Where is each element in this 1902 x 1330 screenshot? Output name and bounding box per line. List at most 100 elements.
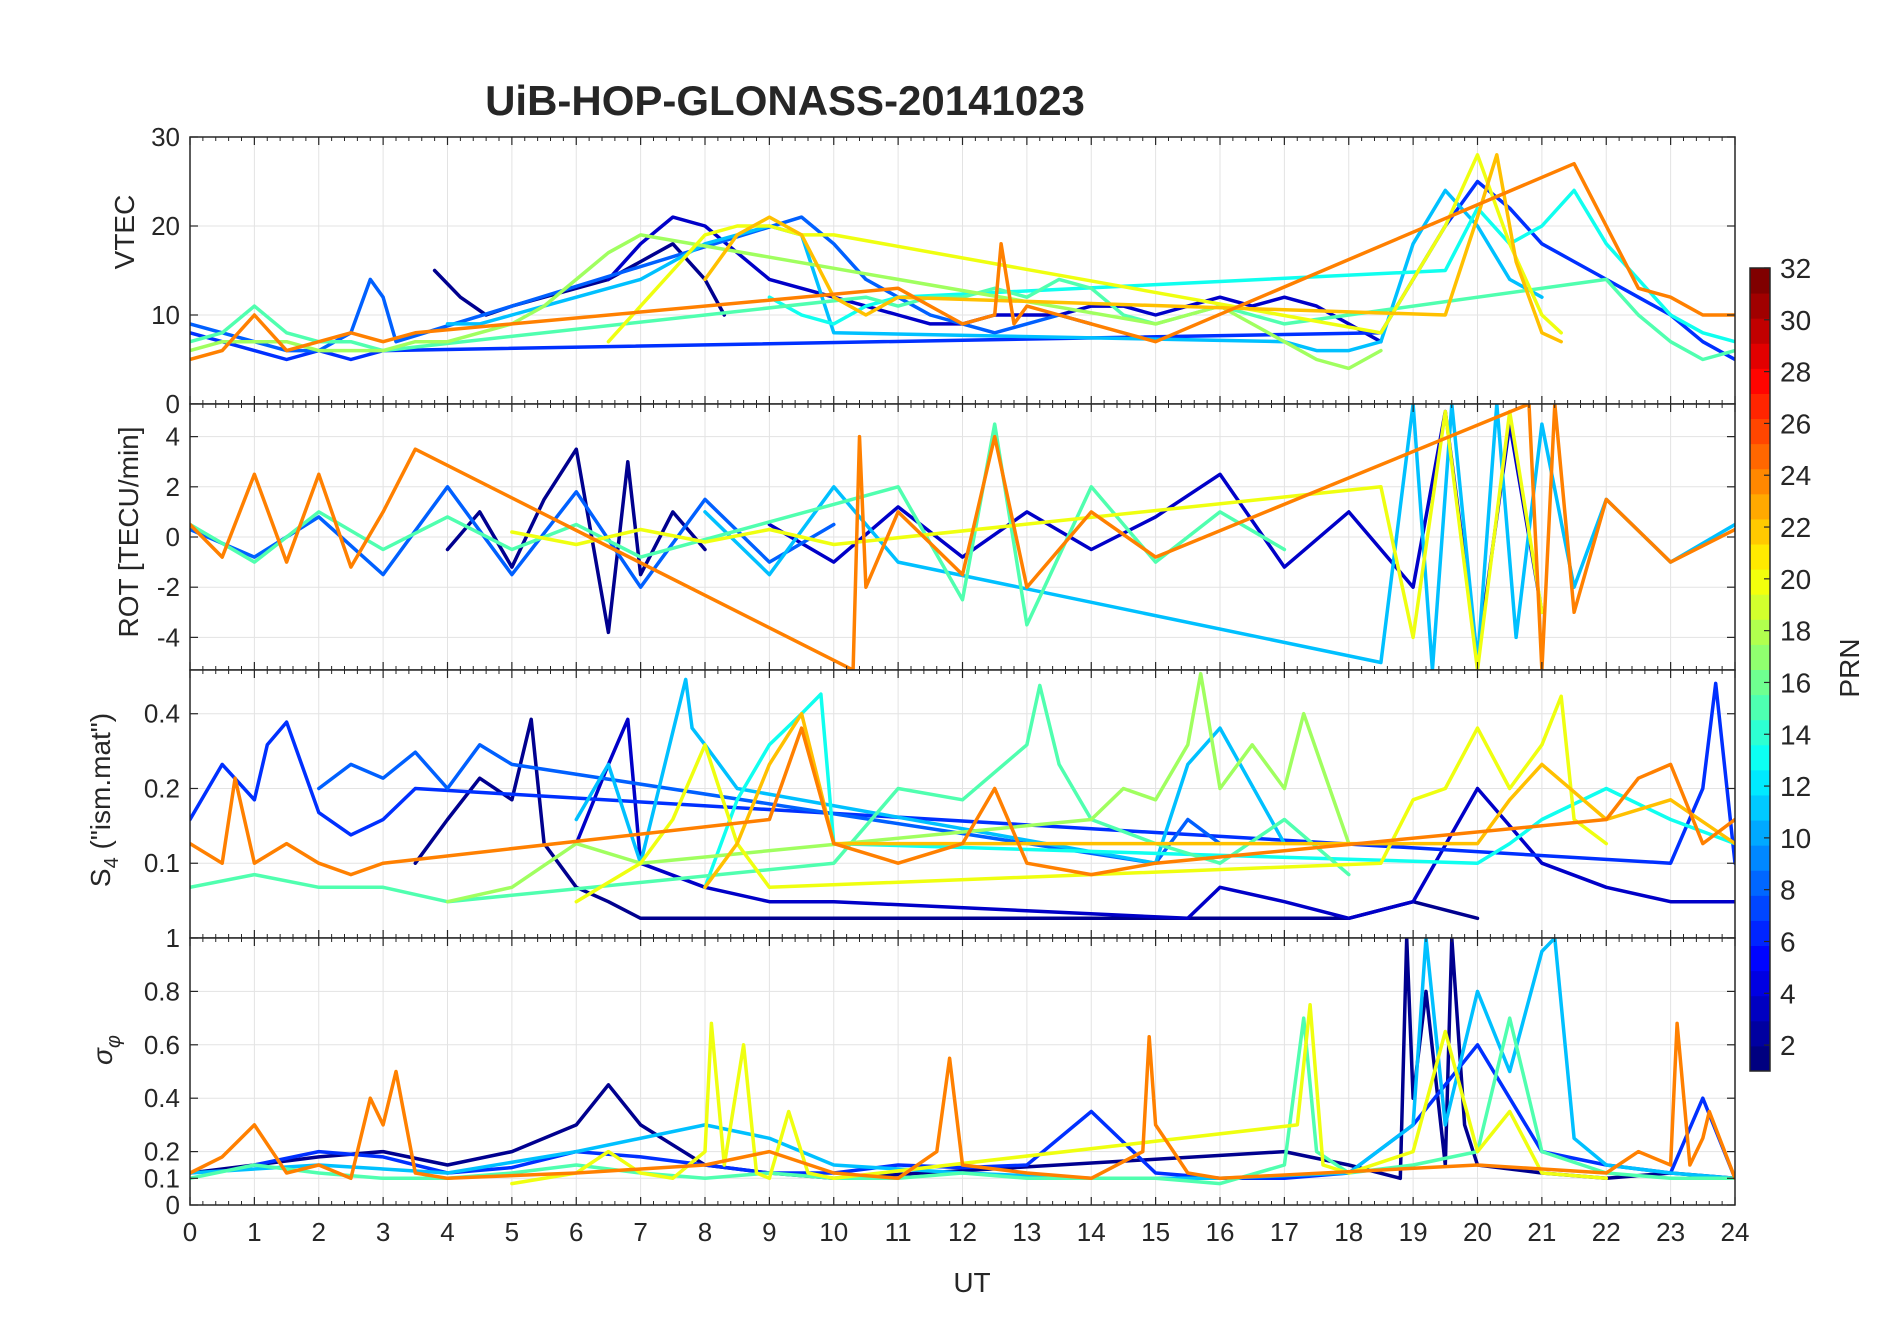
colorbar-tick-label: 8 <box>1780 875 1796 906</box>
colorbar-tick-label: 6 <box>1780 926 1796 957</box>
colorbar-swatch <box>1750 769 1770 796</box>
colorbar-swatch <box>1750 518 1770 545</box>
colorbar-swatch <box>1750 794 1770 821</box>
series-line-prn-22 <box>703 711 1735 890</box>
colorbar-swatch <box>1750 820 1770 846</box>
y-tick-label: 0 <box>166 389 180 419</box>
series-line-prn-8 <box>317 743 1222 865</box>
ylabel-vtec: VTEC <box>109 195 140 270</box>
x-tick-label: 17 <box>1270 1217 1299 1247</box>
colorbar-swatch <box>1750 318 1770 344</box>
colorbar-tick-label: 14 <box>1780 719 1811 750</box>
panel-rot: -4 -2 0 2 4 <box>157 403 1736 671</box>
colorbar-swatch <box>1750 594 1770 620</box>
y-tick-label: 0.6 <box>144 1030 180 1060</box>
x-tick-label: 11 <box>885 1217 912 1247</box>
ylabel-rot: ROT [TECU/min] <box>113 426 144 637</box>
ylabel-s4-sub: 4 <box>101 857 123 868</box>
series-line-prn-18 <box>445 671 1351 904</box>
xlabel-ut: UT <box>953 1267 990 1298</box>
y-tick-label: 1 <box>166 923 180 953</box>
colorbar-tick-label: 10 <box>1780 823 1811 854</box>
series-line-prn-24 <box>190 404 1735 670</box>
colorbar-swatch <box>1750 945 1770 972</box>
x-tick-label: 7 <box>633 1217 647 1247</box>
series-line-prn-20 <box>574 694 1609 904</box>
panel-vtec: 0 10 20 30 <box>151 122 1736 419</box>
ylabel-s4-suffix: ("ism.mat") <box>85 713 116 857</box>
colorbar-swatch <box>1750 744 1770 771</box>
colorbar-tick-label: 22 <box>1780 512 1811 543</box>
ylabel-s4: S4 ("ism.mat") <box>85 713 123 887</box>
x-tick-label: 13 <box>1012 1217 1041 1247</box>
x-tick-label: 20 <box>1463 1217 1492 1247</box>
colorbar-tick-label: 12 <box>1780 771 1811 802</box>
x-tick-label: 12 <box>948 1217 977 1247</box>
x-tick-label: 18 <box>1334 1217 1363 1247</box>
colorbar-tick-label: 32 <box>1780 253 1811 284</box>
x-tick-label: 14 <box>1077 1217 1106 1247</box>
series-line-prn-18 <box>190 233 1383 371</box>
x-tick-label: 0 <box>183 1217 197 1247</box>
colorbar-swatch <box>1750 644 1770 670</box>
ylabel-sigma-sub: φ <box>103 1035 125 1048</box>
colorbar-tick-label: 20 <box>1780 564 1811 595</box>
colorbar-swatch <box>1750 920 1770 947</box>
y-tick-label: 0 <box>166 1190 180 1220</box>
x-tick-label: 4 <box>440 1217 454 1247</box>
y-tick-label: 0.2 <box>144 1137 180 1167</box>
colorbar-swatch <box>1750 719 1770 746</box>
x-tick-label: 1 <box>247 1217 261 1247</box>
y-tick-label: -2 <box>157 572 180 602</box>
colorbar-swatch <box>1750 343 1770 369</box>
series-line-prn-1 <box>190 938 1735 1181</box>
colorbar-tick-label: 26 <box>1780 408 1811 439</box>
colorbar-swatch <box>1750 995 1770 1022</box>
y-tick-label: 0.1 <box>144 848 180 878</box>
colorbar-tick-label: 24 <box>1780 460 1811 491</box>
colorbar-swatch <box>1750 569 1770 595</box>
x-tick-label: 16 <box>1206 1217 1235 1247</box>
panel-s4: 0.1 0.2 0.4 <box>144 669 1736 939</box>
x-tick-label: 2 <box>312 1217 326 1247</box>
colorbar-swatch <box>1750 544 1770 570</box>
colorbar-swatch <box>1750 493 1770 520</box>
y-tick-label: -4 <box>157 622 180 652</box>
colorbar-tick-label: 30 <box>1780 305 1811 336</box>
series-group <box>190 671 1735 921</box>
colorbar-swatch <box>1750 694 1770 721</box>
series-line-prn-15 <box>190 683 1351 904</box>
x-tick-label: 10 <box>819 1217 848 1247</box>
series-line-prn-11 <box>703 404 1735 670</box>
x-tick-label: 8 <box>698 1217 712 1247</box>
colorbar-tick-label: 18 <box>1780 616 1811 647</box>
colorbar-swatch <box>1750 293 1770 319</box>
colorbar-swatch <box>1750 468 1770 495</box>
panel-sigma-phi: 00.10.20.40.60.810 1 2 3 4 5 6 7 8 9 10 11 12 13 14 15 1… <box>144 923 1750 1247</box>
x-tick-label: 23 <box>1656 1217 1685 1247</box>
series-group <box>190 404 1735 670</box>
colorbar-swatch <box>1750 393 1770 420</box>
ylabel-sigma-phi: σφ <box>87 1035 125 1065</box>
series-line-prn-3 <box>574 717 1735 921</box>
series-line-prn-24 <box>190 161 1735 362</box>
colorbar-swatch <box>1750 619 1770 645</box>
colorbar-swatch <box>1750 443 1770 470</box>
series-group <box>190 153 1735 371</box>
x-tick-label: 5 <box>505 1217 519 1247</box>
y-tick-label: 2 <box>166 472 180 502</box>
colorbar-swatch <box>1750 268 1770 294</box>
y-tick-label: 0.4 <box>144 1083 180 1113</box>
colorbar-swatch <box>1750 1020 1770 1047</box>
x-tick-label: 9 <box>762 1217 776 1247</box>
x-tick-label: 24 <box>1721 1217 1750 1247</box>
x-tick-label: 15 <box>1141 1217 1170 1247</box>
y-tick-label: 0.4 <box>144 699 180 729</box>
colorbar-swatch <box>1750 669 1770 696</box>
y-tick-label: 0.1 <box>144 1163 180 1193</box>
colorbar-swatch <box>1750 970 1770 997</box>
x-tick-label: 19 <box>1399 1217 1428 1247</box>
series-line-prn-6 <box>190 681 1735 865</box>
